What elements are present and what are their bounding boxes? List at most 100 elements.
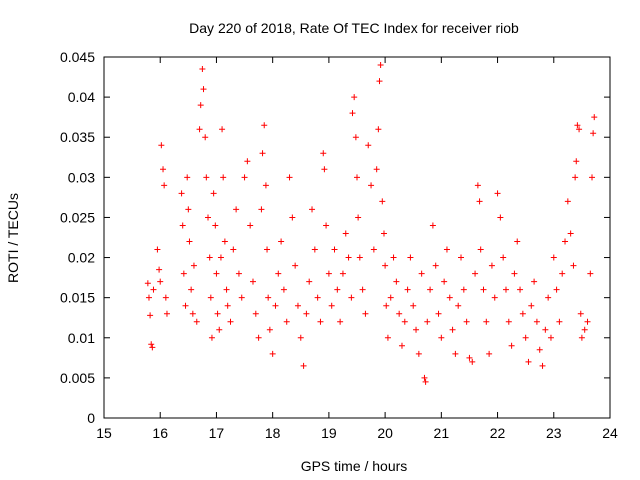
data-point (154, 246, 161, 253)
data-point (286, 174, 293, 181)
data-point (244, 158, 251, 165)
data-point (144, 280, 151, 287)
data-point (486, 350, 493, 357)
data-point (145, 294, 152, 301)
data-point (203, 174, 210, 181)
data-point (317, 318, 324, 325)
data-point (519, 310, 526, 317)
data-point (480, 286, 487, 293)
data-point (309, 206, 316, 213)
data-point (460, 286, 467, 293)
data-point (407, 254, 414, 261)
data-point (311, 246, 318, 253)
data-point (559, 270, 566, 277)
data-point (384, 334, 391, 341)
data-point (505, 318, 512, 325)
x-tick-label: 17 (209, 425, 225, 441)
y-tick-label: 0.015 (60, 290, 95, 306)
data-point (570, 262, 577, 269)
data-point (342, 230, 349, 237)
data-point (185, 206, 192, 213)
data-point (393, 278, 400, 285)
data-point (476, 198, 483, 205)
data-point (370, 246, 377, 253)
data-point (435, 310, 442, 317)
data-point (375, 126, 382, 133)
data-point (265, 294, 272, 301)
data-point (533, 318, 540, 325)
x-tick-label: 16 (152, 425, 168, 441)
y-tick-label: 0.04 (68, 89, 95, 105)
data-point (148, 341, 155, 348)
data-point (488, 262, 495, 269)
data-point (200, 86, 207, 93)
data-point (233, 206, 240, 213)
data-point (294, 302, 301, 309)
data-point (323, 222, 330, 229)
y-tick-label: 0.035 (60, 129, 95, 145)
data-point (339, 270, 346, 277)
data-point (474, 182, 481, 189)
plot-frame (103, 56, 611, 419)
data-point (202, 134, 209, 141)
data-point (210, 190, 217, 197)
data-point (354, 174, 360, 181)
data-point (525, 358, 532, 365)
data-point (477, 246, 484, 253)
data-point (590, 130, 597, 137)
data-point (252, 310, 259, 317)
data-point (221, 238, 228, 245)
data-point (446, 294, 453, 301)
data-point (469, 358, 476, 365)
data-point (421, 374, 428, 381)
data-point (292, 262, 299, 269)
data-point (578, 334, 585, 341)
data-point (337, 318, 344, 325)
data-point (157, 278, 164, 285)
data-point (377, 62, 384, 69)
data-point (241, 174, 248, 181)
data-point (205, 214, 212, 221)
data-point (441, 278, 448, 285)
data-point (328, 302, 335, 309)
data-point (150, 286, 157, 293)
data-point (539, 362, 546, 369)
data-point (517, 286, 524, 293)
data-point (258, 206, 265, 213)
y-tick-label: 0.045 (60, 49, 95, 65)
data-point (320, 150, 327, 157)
data-point (584, 318, 591, 325)
data-point (564, 198, 571, 205)
plot-area: 15 16 17 18 19 20 21 22 23 24 0 0.005 0.01 0.015 0.02 0… (60, 49, 618, 441)
data-point (262, 182, 269, 189)
data-point (149, 344, 156, 351)
data-point (190, 262, 197, 269)
data-point (494, 190, 501, 197)
data-point (531, 278, 538, 285)
data-point (184, 174, 191, 181)
data-point (189, 310, 196, 317)
x-axis-label: GPS time / hours (301, 458, 408, 474)
data-point (528, 302, 535, 309)
data-point (356, 254, 363, 261)
data-point (542, 326, 549, 333)
data-point (351, 94, 358, 101)
x-tick-label: 19 (321, 425, 337, 441)
data-point (452, 350, 459, 357)
data-point (429, 222, 436, 229)
data-point (278, 238, 285, 245)
data-point (207, 294, 214, 301)
data-point (179, 222, 186, 229)
data-point (180, 270, 187, 277)
data-point (373, 166, 380, 173)
data-point (383, 302, 390, 309)
data-point (424, 318, 431, 325)
x-tick-label: 23 (546, 425, 562, 441)
data-point (589, 174, 596, 181)
data-point (415, 350, 422, 357)
y-tick-label: 0.025 (60, 209, 95, 225)
y-axis-label: ROTI / TECUs (5, 193, 21, 283)
data-point (379, 198, 386, 205)
data-point (331, 246, 338, 253)
